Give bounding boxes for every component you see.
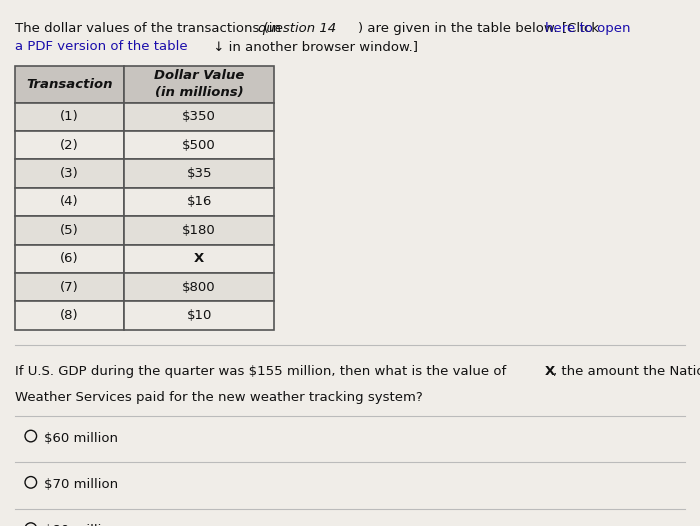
Text: (1): (1) [60, 110, 79, 123]
Text: $180: $180 [182, 224, 216, 237]
Text: (7): (7) [60, 281, 79, 294]
Text: Weather Services paid for the new weather tracking system?: Weather Services paid for the new weathe… [15, 391, 423, 404]
Text: $80 million: $80 million [44, 524, 118, 526]
Text: (2): (2) [60, 139, 79, 151]
Text: here to open: here to open [545, 22, 630, 35]
Text: $350: $350 [182, 110, 216, 123]
Text: (8): (8) [60, 309, 79, 322]
Text: ↓ in another browser window.]: ↓ in another browser window.] [209, 40, 418, 53]
Text: X: X [545, 365, 555, 378]
Text: question 14: question 14 [258, 22, 336, 35]
Text: $35: $35 [186, 167, 212, 180]
Text: $16: $16 [186, 196, 212, 208]
Text: $10: $10 [186, 309, 212, 322]
Text: Transaction: Transaction [27, 78, 113, 90]
Text: X: X [194, 252, 204, 265]
Text: (3): (3) [60, 167, 79, 180]
Text: $800: $800 [182, 281, 216, 294]
Text: (5): (5) [60, 224, 79, 237]
Text: $60 million: $60 million [44, 432, 118, 445]
Text: a PDF version of the table: a PDF version of the table [15, 40, 188, 53]
Text: $70 million: $70 million [44, 478, 118, 491]
Text: (6): (6) [60, 252, 79, 265]
Text: $500: $500 [182, 139, 216, 151]
Text: (4): (4) [60, 196, 79, 208]
Text: ) are given in the table below. [Click: ) are given in the table below. [Click [358, 22, 603, 35]
Text: If U.S. GDP during the quarter was $155 million, then what is the value of: If U.S. GDP during the quarter was $155 … [15, 365, 511, 378]
Text: , the amount the National: , the amount the National [553, 365, 700, 378]
Text: The dollar values of the transactions (in: The dollar values of the transactions (i… [15, 22, 286, 35]
Text: (in millions): (in millions) [155, 86, 244, 99]
Text: Dollar Value: Dollar Value [154, 69, 244, 82]
